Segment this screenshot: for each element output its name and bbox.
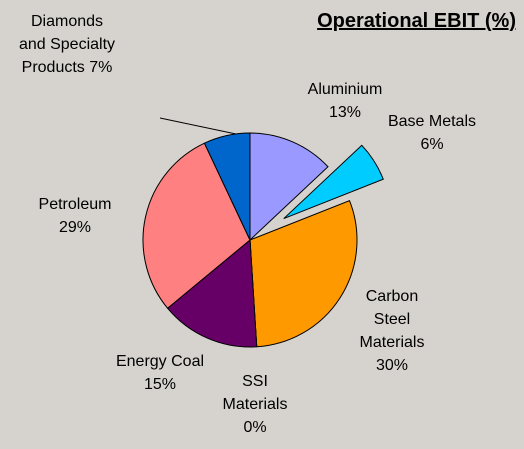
slice-label: Petroleum 29% — [25, 193, 125, 239]
category-label: Carbon Steel Materials — [359, 288, 425, 351]
slice-label: Diamonds and Specialty Products 7% — [17, 10, 117, 79]
category-label: Diamonds and Specialty Products — [18, 13, 116, 76]
slice-label: Aluminium 13% — [295, 78, 395, 124]
leader-line — [159, 117, 237, 135]
value-label: 0% — [243, 419, 267, 436]
chart-title: Operational EBIT (%) — [317, 10, 516, 32]
category-label: Aluminium — [307, 81, 383, 98]
pie-slice — [142, 142, 251, 309]
pie-slice — [283, 144, 384, 220]
slice-label: SSI Materials 0% — [210, 370, 300, 439]
value-label: 7% — [89, 59, 113, 76]
value-label: 13% — [328, 104, 362, 121]
value-label: 29% — [58, 219, 92, 236]
slice-label: Energy Coal 15% — [105, 350, 215, 396]
value-label: 30% — [375, 357, 409, 374]
pie-slice — [249, 132, 329, 242]
pie-slice — [203, 132, 251, 241]
category-label: SSI Materials — [222, 373, 288, 413]
pie-slice — [166, 238, 258, 348]
slice-label: Base Metals 6% — [382, 110, 482, 156]
value-label: 6% — [420, 136, 444, 153]
category-label: Petroleum — [38, 196, 112, 213]
value-label: 15% — [143, 376, 177, 393]
pie-slice — [249, 199, 358, 348]
slice-label: Carbon Steel Materials 30% — [347, 285, 437, 377]
category-label: Energy Coal — [115, 353, 205, 370]
category-label: Base Metals — [387, 113, 477, 130]
